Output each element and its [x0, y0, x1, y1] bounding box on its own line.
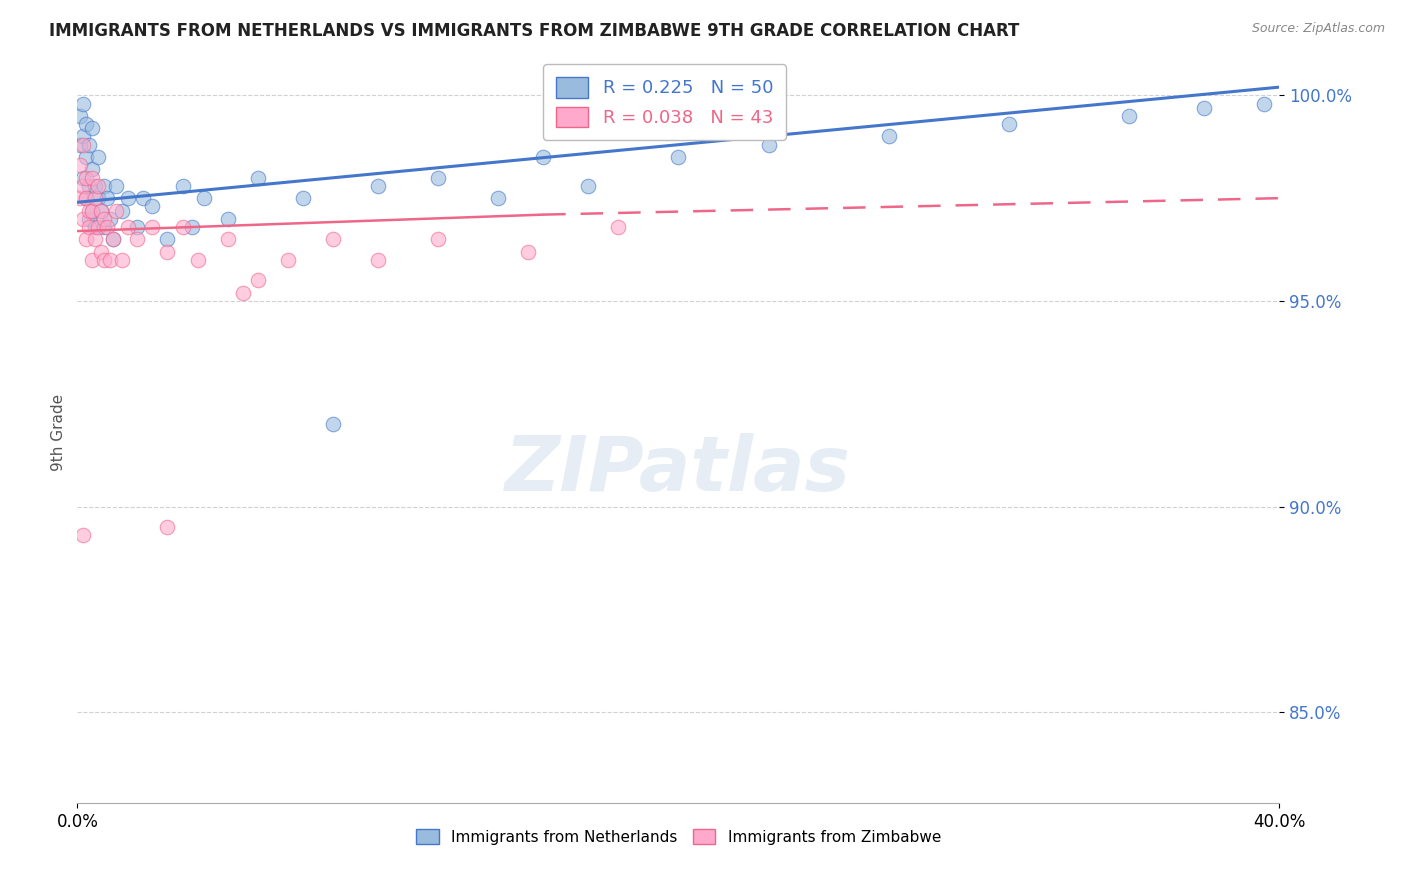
Point — [105, 203, 128, 218]
Point — [82, 203, 104, 218]
Point — [517, 244, 540, 259]
Point — [72, 137, 94, 152]
Point — [127, 232, 149, 246]
Point — [69, 109, 91, 123]
Point — [322, 417, 344, 432]
Point — [72, 528, 94, 542]
Point — [117, 219, 139, 234]
Point — [877, 129, 900, 144]
Text: Source: ZipAtlas.com: Source: ZipAtlas.com — [1251, 22, 1385, 36]
Point — [72, 170, 94, 185]
Point — [75, 191, 97, 205]
Point — [100, 252, 122, 267]
Point — [75, 170, 97, 185]
Point — [117, 191, 139, 205]
Point — [427, 232, 450, 246]
Point — [156, 520, 179, 534]
Point — [72, 129, 94, 144]
Text: IMMIGRANTS FROM NETHERLANDS VS IMMIGRANTS FROM ZIMBABWE 9TH GRADE CORRELATION CH: IMMIGRANTS FROM NETHERLANDS VS IMMIGRANT… — [49, 22, 1019, 40]
Point — [172, 219, 194, 234]
Point — [82, 162, 104, 177]
Point — [96, 191, 118, 205]
Point — [277, 252, 299, 267]
Point — [72, 211, 94, 226]
Point — [79, 178, 101, 193]
Point — [486, 191, 509, 205]
Point — [93, 211, 115, 226]
Point — [1253, 96, 1275, 111]
Point — [1118, 109, 1140, 123]
Point — [75, 191, 97, 205]
Point — [69, 158, 91, 172]
Point — [87, 150, 110, 164]
Point — [367, 178, 389, 193]
Point — [82, 170, 104, 185]
Point — [141, 199, 163, 213]
Point — [87, 219, 110, 234]
Point — [998, 117, 1021, 131]
Point — [90, 203, 112, 218]
Point — [180, 219, 202, 234]
Point — [69, 137, 91, 152]
Point — [217, 232, 239, 246]
Point — [100, 211, 122, 226]
Point — [79, 211, 101, 226]
Point — [84, 178, 107, 193]
Point — [607, 219, 630, 234]
Point — [127, 219, 149, 234]
Point — [668, 150, 690, 164]
Point — [217, 211, 239, 226]
Legend: Immigrants from Netherlands, Immigrants from Zimbabwe: Immigrants from Netherlands, Immigrants … — [409, 822, 948, 851]
Point — [111, 203, 134, 218]
Point — [141, 219, 163, 234]
Point — [531, 150, 554, 164]
Point — [1194, 101, 1216, 115]
Point — [75, 232, 97, 246]
Point — [82, 252, 104, 267]
Point — [246, 170, 269, 185]
Point — [103, 232, 125, 246]
Point — [69, 191, 91, 205]
Point — [82, 203, 104, 218]
Point — [232, 285, 254, 300]
Point — [758, 137, 780, 152]
Point — [90, 244, 112, 259]
Point — [156, 232, 179, 246]
Point — [79, 203, 101, 218]
Point — [367, 252, 389, 267]
Point — [72, 178, 94, 193]
Point — [75, 117, 97, 131]
Point — [82, 121, 104, 136]
Point — [93, 219, 115, 234]
Y-axis label: 9th Grade: 9th Grade — [51, 394, 66, 471]
Point — [193, 191, 215, 205]
Point — [576, 178, 599, 193]
Point — [87, 178, 110, 193]
Point — [90, 203, 112, 218]
Point — [103, 232, 125, 246]
Point — [322, 232, 344, 246]
Point — [93, 252, 115, 267]
Point — [427, 170, 450, 185]
Point — [84, 219, 107, 234]
Point — [96, 219, 118, 234]
Point — [111, 252, 134, 267]
Point — [72, 96, 94, 111]
Point — [79, 137, 101, 152]
Point — [84, 191, 107, 205]
Point — [156, 244, 179, 259]
Text: ZIPatlas: ZIPatlas — [505, 433, 852, 507]
Point — [172, 178, 194, 193]
Point — [84, 232, 107, 246]
Point — [132, 191, 155, 205]
Point — [291, 191, 314, 205]
Point — [105, 178, 128, 193]
Point — [186, 252, 209, 267]
Point — [75, 150, 97, 164]
Point — [79, 219, 101, 234]
Point — [87, 191, 110, 205]
Point — [93, 178, 115, 193]
Point — [246, 273, 269, 287]
